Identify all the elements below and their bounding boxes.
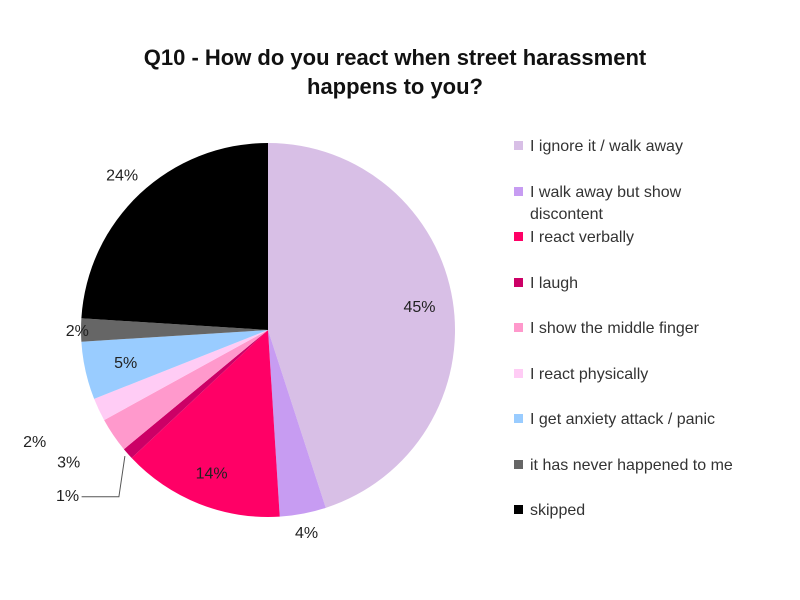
legend-label-line: I show the middle finger	[530, 320, 699, 337]
legend-swatch	[514, 277, 523, 287]
data-label-i-laugh: 1%	[56, 488, 79, 505]
pie-slice-i-get-anxiety-attack-panic	[81, 330, 269, 399]
legend-swatch	[514, 368, 523, 378]
chart-title-line-2: happens to you?	[307, 74, 483, 99]
legend-label-line: I react verbally	[530, 229, 635, 246]
pie-slice-i-laugh	[123, 330, 268, 459]
pie-slice-i-walk-away-but-show-discontent	[268, 330, 326, 517]
legend-swatch	[514, 141, 523, 150]
chart-title: Q10 - How do you react when street haras…	[0, 43, 790, 101]
legend-label: I laugh	[530, 273, 780, 295]
legend-label: I walk away but show discontent	[530, 182, 780, 226]
pie-slice-skipped	[81, 143, 269, 330]
pie-slice-i-react-verbally	[131, 330, 280, 517]
legend-label-line: it has never happened to me	[530, 456, 733, 474]
data-label-i-walk-away-but-show-discontent: 4%	[295, 525, 318, 542]
data-label-i-react-physically: 2%	[23, 434, 46, 451]
legend-label-line: I laugh	[530, 274, 579, 292]
legend-swatch	[514, 459, 523, 469]
data-label-i-get-anxiety-attack-panic: 5%	[114, 355, 137, 372]
legend-label-line: I get anxiety attack / panic	[530, 411, 715, 428]
legend-swatch	[514, 186, 523, 196]
legend-swatch	[514, 505, 523, 514]
legend-label-line: I walk away but show	[530, 183, 682, 201]
legend-label: I show the middle finger	[530, 318, 780, 340]
pie-slice-i-show-the-middle-finger	[104, 330, 268, 450]
legend-label: it has never happened to me	[530, 455, 780, 477]
legend-label: I react verbally	[530, 227, 780, 249]
pie-slice-it-has-never-happened-to-me	[81, 318, 268, 342]
pie-slice-i-react-physically	[94, 330, 268, 421]
data-label-it-has-never-happened-to-me: 2%	[66, 323, 89, 340]
legend-label-line: I ignore it / walk away	[530, 138, 683, 155]
legend-label: I react physically	[530, 364, 780, 386]
leader-line-i-laugh	[81, 456, 126, 498]
data-label-i-show-the-middle-finger: 3%	[57, 454, 80, 471]
legend-label-line: I react physically	[530, 365, 649, 383]
chart-title-line-1: Q10 - How do you react when street haras…	[143, 45, 647, 70]
legend-label-line: discontent	[530, 205, 603, 223]
legend-swatch	[514, 323, 523, 332]
data-label-skipped: 24%	[106, 168, 138, 185]
pie-slice-i-ignore-it-walk-away	[268, 143, 456, 508]
legend-swatch	[514, 232, 523, 241]
legend-label-line: skipped	[530, 502, 586, 519]
legend-label: I ignore it / walk away	[530, 136, 780, 158]
legend-label: skipped	[530, 500, 780, 522]
legend-label: I get anxiety attack / panic	[530, 409, 780, 431]
legend-swatch	[514, 414, 523, 423]
data-label-i-react-verbally: 14%	[196, 466, 228, 483]
data-label-i-ignore-it-walk-away: 45%	[403, 299, 435, 316]
